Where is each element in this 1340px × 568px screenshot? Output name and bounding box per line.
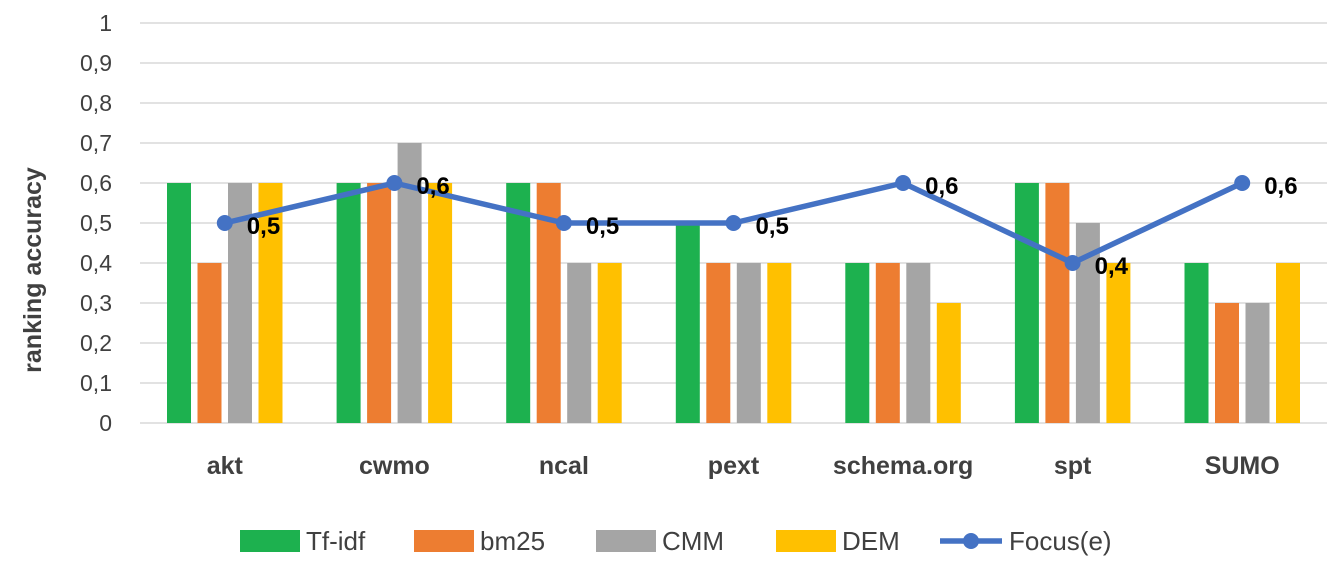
y-tick-label: 0,6 [80, 170, 112, 196]
y-tick-label: 0,2 [80, 330, 112, 356]
focus-point [895, 175, 912, 191]
bar-bm25-cwmo [367, 183, 392, 423]
bar-cmm-schemaorg [906, 263, 931, 423]
y-tick-label: 1 [99, 10, 112, 36]
focus-point [386, 175, 403, 191]
y-tick-label: 0,1 [80, 370, 112, 396]
y-tick-label: 0,5 [80, 210, 112, 236]
bar-tfidf-schemaorg [845, 263, 870, 423]
legend-label: Focus(e) [1009, 526, 1112, 556]
focus-data-label: 0,6 [925, 173, 958, 200]
focus-data-label: 0,4 [1095, 253, 1129, 280]
x-category-label: cwmo [359, 452, 430, 480]
bar-bm25-schemaorg [875, 263, 900, 423]
focus-point [216, 215, 233, 231]
bar-tfidf-akt [167, 183, 191, 423]
bar-cmm-pext [736, 263, 761, 423]
focus-data-label: 0,5 [756, 213, 789, 240]
y-tick-label: 0,9 [80, 50, 112, 76]
y-axis-ticks: 0 0,1 0,2 0,3 0,4 0,5 0,6 0,7 0,8 0,9 1 [80, 10, 112, 436]
legend: Tf-idf bm25 CMM DEM Focus(e) [240, 526, 1112, 556]
y-tick-label: 0,3 [80, 290, 112, 316]
bar-dem-schemaorg [936, 303, 961, 423]
bar-dem-ncal [597, 263, 622, 423]
legend-label: Tf-idf [306, 526, 366, 556]
y-tick-label: 0,4 [80, 250, 112, 276]
y-tick-label: 0 [99, 410, 112, 436]
focus-point [725, 215, 742, 231]
x-category-label: spt [1054, 452, 1092, 480]
legend-swatch [776, 530, 836, 552]
x-axis-categories: akt cwmo ncal pext schema.org spt SUMO [207, 452, 1280, 480]
y-tick-label: 0,8 [80, 90, 112, 116]
legend-label: bm25 [480, 526, 545, 556]
legend-marker [963, 533, 979, 549]
bar-tfidf-sumo [1184, 263, 1209, 423]
bars [167, 143, 1300, 423]
bar-tfidf-spt [1014, 183, 1039, 423]
bar-cmm-sumo [1245, 303, 1270, 423]
x-category-label: akt [207, 452, 244, 480]
bar-bm25-pext [706, 263, 731, 423]
focus-point [555, 215, 572, 231]
bar-dem-sumo [1276, 263, 1300, 423]
bar-cmm-ncal [567, 263, 592, 423]
focus-data-label: 0,5 [247, 213, 280, 240]
bar-bm25-sumo [1215, 303, 1239, 423]
bar-tfidf-pext [675, 223, 700, 423]
x-category-label: schema.org [833, 452, 973, 480]
bar-dem-pext [767, 263, 792, 423]
bar-bm25-spt [1045, 183, 1070, 423]
bar-bm25-akt [197, 263, 222, 423]
legend-label: CMM [662, 526, 724, 556]
legend-swatch [596, 530, 656, 552]
bar-dem-cwmo [428, 183, 453, 423]
x-category-label: pext [708, 452, 760, 480]
legend-label: DEM [842, 526, 900, 556]
x-category-label: SUMO [1205, 452, 1280, 480]
y-tick-label: 0,7 [80, 130, 112, 156]
focus-point [1234, 175, 1251, 191]
focus-data-label: 0,5 [586, 213, 619, 240]
focus-point [1064, 255, 1081, 271]
legend-swatch [414, 530, 474, 552]
bar-dem-akt [258, 183, 283, 423]
bar-tfidf-cwmo [336, 183, 361, 423]
legend-swatch [240, 530, 300, 552]
bar-dem-spt [1106, 263, 1131, 423]
bar-tfidf-ncal [506, 183, 531, 423]
focus-line: 0,5 0,6 0,5 0,5 0,6 0,4 0,6 [216, 173, 1298, 280]
x-category-label: ncal [539, 452, 589, 480]
focus-data-label: 0,6 [416, 173, 449, 200]
y-axis-label: ranking accuracy [19, 167, 47, 373]
focus-data-label: 0,6 [1264, 173, 1297, 200]
